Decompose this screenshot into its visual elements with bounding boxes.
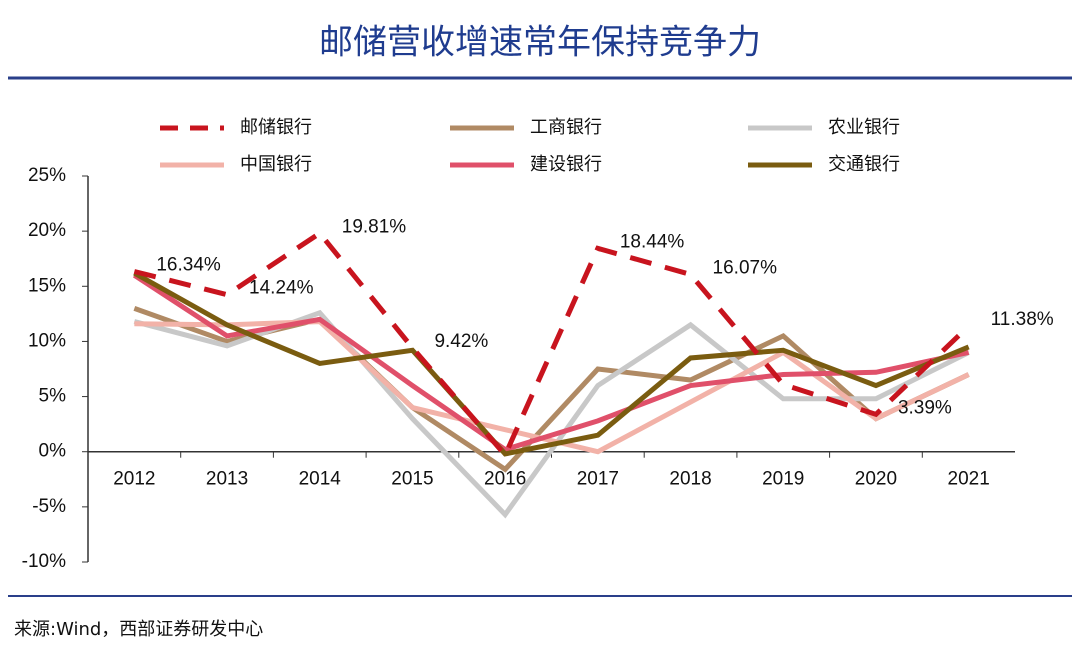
data-label: 18.44% — [620, 231, 685, 252]
series-line — [132, 273, 970, 453]
y-tick-label: -5% — [32, 496, 66, 517]
series-line — [133, 229, 971, 460]
y-tick-label: 15% — [28, 275, 66, 296]
x-tick-label: 2017 — [577, 469, 619, 490]
legend-label: 建设银行 — [530, 154, 602, 175]
legend-label: 农业银行 — [828, 117, 900, 138]
data-label: 19.81% — [342, 216, 407, 237]
data-label: 16.34% — [156, 255, 221, 276]
series-line — [134, 319, 970, 455]
chart-title: 邮储营收增速常年保持竞争力 — [319, 23, 761, 63]
x-tick-label: 2020 — [855, 469, 897, 490]
x-tick-label: 2019 — [762, 469, 804, 490]
x-tick-label: 2018 — [669, 469, 711, 490]
x-tick-label: 2013 — [206, 469, 248, 490]
data-label: 16.07% — [713, 258, 778, 279]
legend-label: 中国银行 — [240, 154, 312, 175]
x-tick-label: 2021 — [948, 469, 990, 490]
data-label: 14.24% — [249, 278, 314, 299]
y-tick-label: 10% — [28, 330, 66, 351]
y-tick-label: 25% — [28, 165, 66, 186]
x-tick-label: 2016 — [484, 469, 526, 490]
series-line — [133, 309, 970, 519]
data-label: 11.38% — [991, 309, 1054, 330]
y-tick-label: 20% — [28, 220, 66, 241]
source: 来源:Wind，西部证券研发中心 — [14, 619, 263, 640]
y-tick-label: 0% — [39, 441, 67, 462]
data-label: 3.39% — [898, 397, 952, 418]
legend-label: 工商银行 — [530, 117, 602, 138]
legend-label: 邮储银行 — [240, 117, 312, 138]
x-tick-label: 2015 — [391, 469, 433, 490]
y-tick-label: 5% — [39, 386, 67, 407]
data-label: 9.42% — [434, 331, 488, 352]
y-tick-label: -10% — [22, 551, 66, 572]
series-line — [133, 270, 970, 457]
x-tick-label: 2014 — [299, 469, 342, 490]
legend-label: 交通银行 — [828, 154, 900, 175]
x-tick-label: 2012 — [113, 469, 155, 490]
